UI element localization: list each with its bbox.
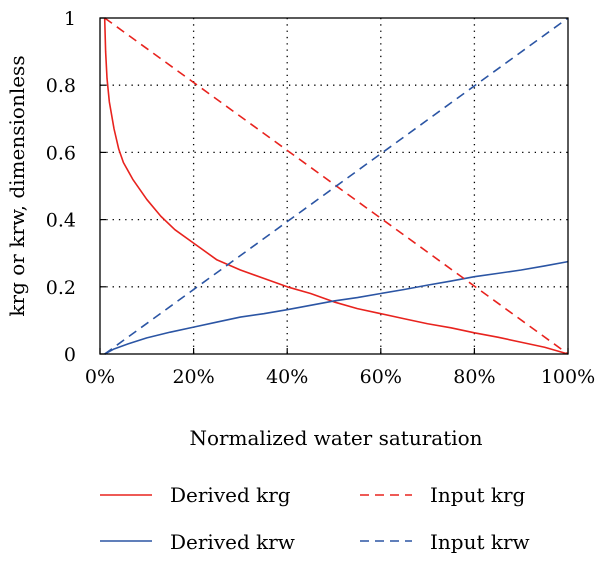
legend-label-derived-krw: Derived krw bbox=[170, 530, 295, 554]
grid-lines bbox=[100, 18, 568, 354]
plot-series bbox=[103, 17, 569, 355]
x-tick-label: 40% bbox=[266, 366, 308, 388]
legend-label-input-krw: Input krw bbox=[430, 530, 530, 554]
plot-area-frame bbox=[99, 17, 569, 355]
y-tick-label: 0.6 bbox=[46, 142, 76, 164]
series-line-input-krw bbox=[104, 17, 569, 355]
y-axis-title: krg or krw, dimensionless bbox=[5, 55, 29, 316]
y-tick-label: 1 bbox=[64, 8, 76, 30]
series-line-derived-krg bbox=[103, 17, 569, 355]
x-tick-label: 20% bbox=[172, 366, 214, 388]
x-tick-label: 80% bbox=[453, 366, 495, 388]
legend: Derived krg Input krg Derived krw Input … bbox=[100, 483, 530, 554]
axis-ticks: 0% 20% 40% 60% 80% 100% 0 0.2 0.4 0.6 0.8 1 bbox=[46, 8, 595, 388]
y-tick-label: 0.4 bbox=[46, 210, 76, 232]
y-tick-label: 0 bbox=[64, 344, 76, 366]
x-axis-title: Normalized water saturation bbox=[189, 426, 482, 450]
y-tick-label: 0.2 bbox=[46, 277, 76, 299]
x-tick-label: 0% bbox=[85, 366, 115, 388]
legend-label-derived-krg: Derived krg bbox=[170, 483, 291, 507]
x-tick-label: 100% bbox=[541, 366, 595, 388]
x-tick-label: 60% bbox=[360, 366, 402, 388]
series-line-derived-krw bbox=[104, 260, 569, 355]
legend-label-input-krg: Input krg bbox=[430, 483, 526, 507]
y-tick-label: 0.8 bbox=[46, 75, 76, 97]
